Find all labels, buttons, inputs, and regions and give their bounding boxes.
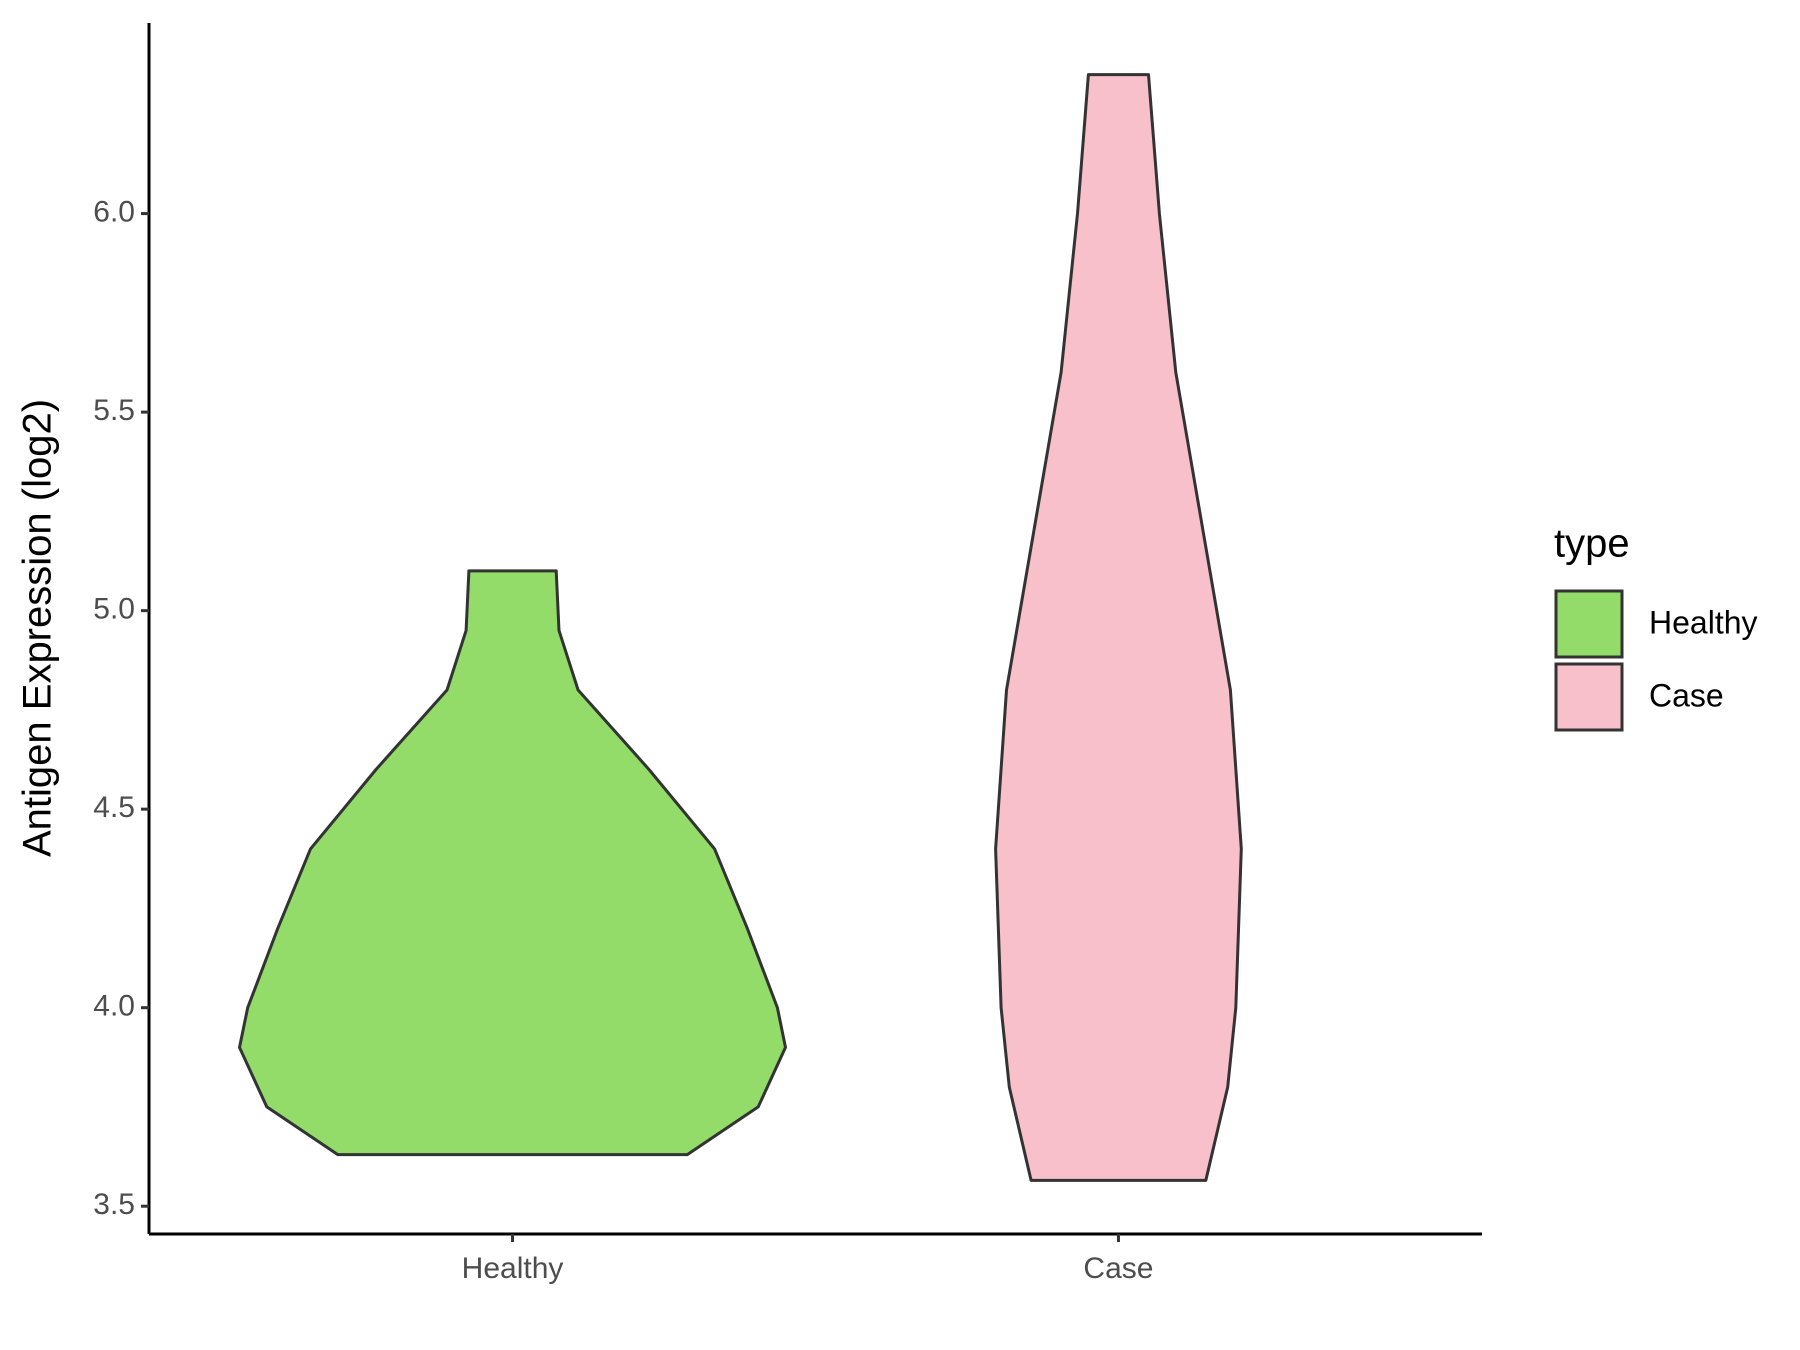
violin [994, 73, 1243, 1182]
legend-label: Case [1649, 677, 1724, 713]
y-axis-title: Antigen Expression (log2) [16, 399, 60, 857]
legend-key [1554, 662, 1624, 732]
y-tick-label: 5.0 [93, 593, 135, 626]
y-tick-label: 6.0 [93, 196, 135, 229]
y-tick-label: 5.5 [93, 394, 135, 427]
legend-label: Healthy [1649, 604, 1758, 640]
legend-key [1554, 589, 1624, 659]
y-tick-label: 4.5 [93, 791, 135, 824]
x-tick-label: Case [1083, 1252, 1153, 1285]
x-tick-label: Healthy [462, 1252, 564, 1285]
y-tick-label: 3.5 [93, 1188, 135, 1221]
y-tick-label: 4.0 [93, 990, 135, 1023]
legend-title: type [1554, 522, 1630, 566]
violin [238, 569, 787, 1157]
